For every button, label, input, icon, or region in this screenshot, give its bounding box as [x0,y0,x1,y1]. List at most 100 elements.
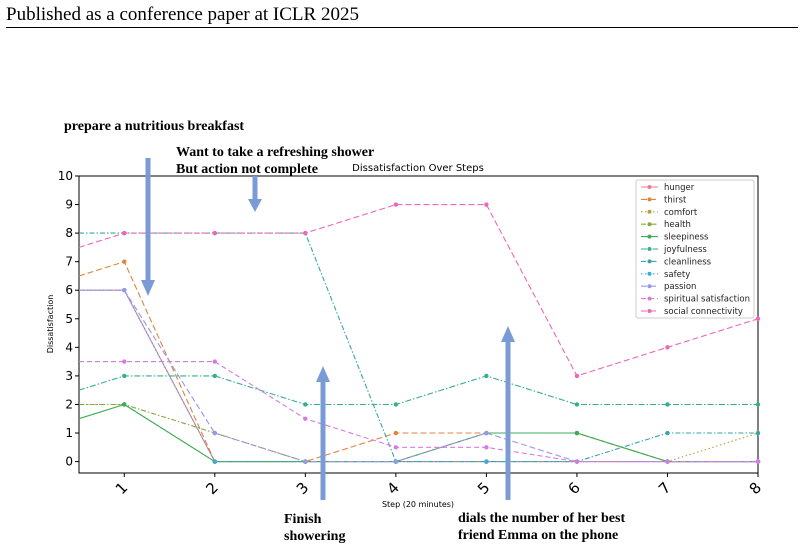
legend: hunger thirst comfort health sleepiness joyfu… [635,179,755,319]
data-point-thirst [122,259,127,264]
header-rule [6,27,798,28]
legend-swatch-marker [647,247,652,251]
data-point-joyfulness [755,402,761,407]
y-tick-label: 6 [65,283,73,297]
annotation-shower-line1: Want to take a refreshing shower [176,145,375,160]
series-line-comfort [79,403,759,463]
y-tick-label: 10 [58,169,73,183]
data-point-joyfulness [303,402,308,407]
data-point-social-connectivity [303,230,308,236]
data-point-passion [393,459,399,464]
annotation-finish-shower: Finish showering [284,511,345,545]
data-point-spiritual-satisfaction [303,416,308,421]
legend-swatch-marker [647,222,652,227]
chart-title: Dissatisfaction Over Steps [352,163,484,174]
data-point-passion [303,459,308,464]
annotation-dial-line2: friend Emma on the phone [458,528,619,543]
legend-swatch-marker [647,185,652,189]
data-point-joyfulness [574,402,580,407]
arrow-shower-attempt [248,176,262,212]
legend-box [635,179,755,319]
legend-label: cleanliness [664,257,712,267]
data-point-safety [212,459,217,464]
legend-label: joyfulness [663,245,707,255]
y-tick-label: 3 [65,369,73,383]
series-line-social-connectivity [78,204,759,377]
x-tick-label: 3 [293,479,312,498]
x-tick-label: 6 [564,479,583,498]
legend-label: thirst [664,195,687,205]
series-line-sleepiness [78,403,758,463]
y-axis: 0 1 2 3 4 5 6 7 8 9 10 [58,169,79,469]
series-spiritual-satisfaction [79,359,761,464]
annotation-breakfast: prepare a nutritious breakfast [64,119,245,134]
data-point-joyfulness [122,373,127,379]
annotation-shower-attempt: Want to take a refreshing shower But act… [176,144,374,178]
legend-swatch-marker [647,234,652,239]
data-point-joyfulness [665,402,670,407]
legend-label: hunger [664,183,695,193]
y-tick-label: 9 [65,198,73,212]
y-tick-label: 2 [65,397,73,411]
y-tick-label: 4 [65,340,73,354]
series-social-connectivity [78,202,761,379]
data-point-thirst [393,430,399,436]
data-point-joyfulness [212,373,217,379]
data-point-sleepiness [122,402,127,407]
y-axis-label: Dissatisfaction [46,295,55,354]
annotation-finish-line2: showering [284,529,346,544]
data-point-safety [484,459,489,464]
arrow-breakfast [141,158,155,296]
page-header: Published as a conference paper at ICLR … [6,4,359,25]
x-tick-label: 1 [112,479,131,498]
arrow-breakfast-head [141,280,155,296]
arrow-dial-friend [501,326,515,500]
legend-swatch-marker [647,296,652,301]
legend-label: passion [664,282,696,292]
data-point-social-connectivity [665,345,670,350]
plot-frame [78,175,759,474]
annotation-shower-line2: But action not complete [176,162,318,177]
annotation-dial-line1: dials the number of her best [458,511,626,526]
data-point-passion [212,430,217,436]
data-point-spiritual-satisfaction [574,459,580,464]
series-layer [78,202,761,464]
data-point-spiritual-satisfaction [484,445,489,450]
legend-swatch-marker [647,197,652,202]
x-tick-label: 5 [474,479,493,498]
x-tick-label: 7 [655,479,674,498]
legend-label: safety [664,270,690,280]
arrow-finish-shower-head [316,366,330,382]
annotation-dial-friend: dials the number of her best friend Emma… [458,510,625,544]
series-joyfulness [78,373,761,407]
arrow-dial-friend-head [501,326,515,342]
series-line-health [79,403,758,463]
data-point-cleanliness [755,430,761,436]
legend-label: sleepiness [664,233,709,243]
data-point-social-connectivity [393,202,399,207]
series-line-joyfulness [78,375,758,406]
data-point-passion [122,288,127,293]
data-point-spiritual-satisfaction [122,359,127,364]
data-point-social-connectivity [484,202,489,207]
y-tick-label: 0 [65,455,73,469]
data-point-spiritual-satisfaction [755,459,761,464]
legend-label: spiritual satisfaction [664,295,750,305]
data-point-joyfulness [393,402,399,407]
data-point-sleepiness [574,430,580,436]
legend-label: health [664,220,691,230]
x-axis: 1 2 3 4 5 6 7 8 [112,473,765,498]
data-point-social-connectivity [122,230,127,236]
data-point-spiritual-satisfaction [212,359,217,364]
x-axis-label: Step (20 minutes) [382,500,454,509]
y-tick-label: 1 [65,426,73,440]
data-point-social-connectivity [574,373,580,379]
legend-label: social connectivity [664,307,743,317]
x-tick-label: 2 [202,479,221,498]
data-point-social-connectivity [212,230,217,236]
legend-label: comfort [664,208,698,218]
y-tick-label: 8 [65,226,73,240]
data-point-spiritual-satisfaction [665,459,670,464]
x-tick-label: 8 [746,479,765,498]
x-tick-label: 4 [383,479,402,498]
